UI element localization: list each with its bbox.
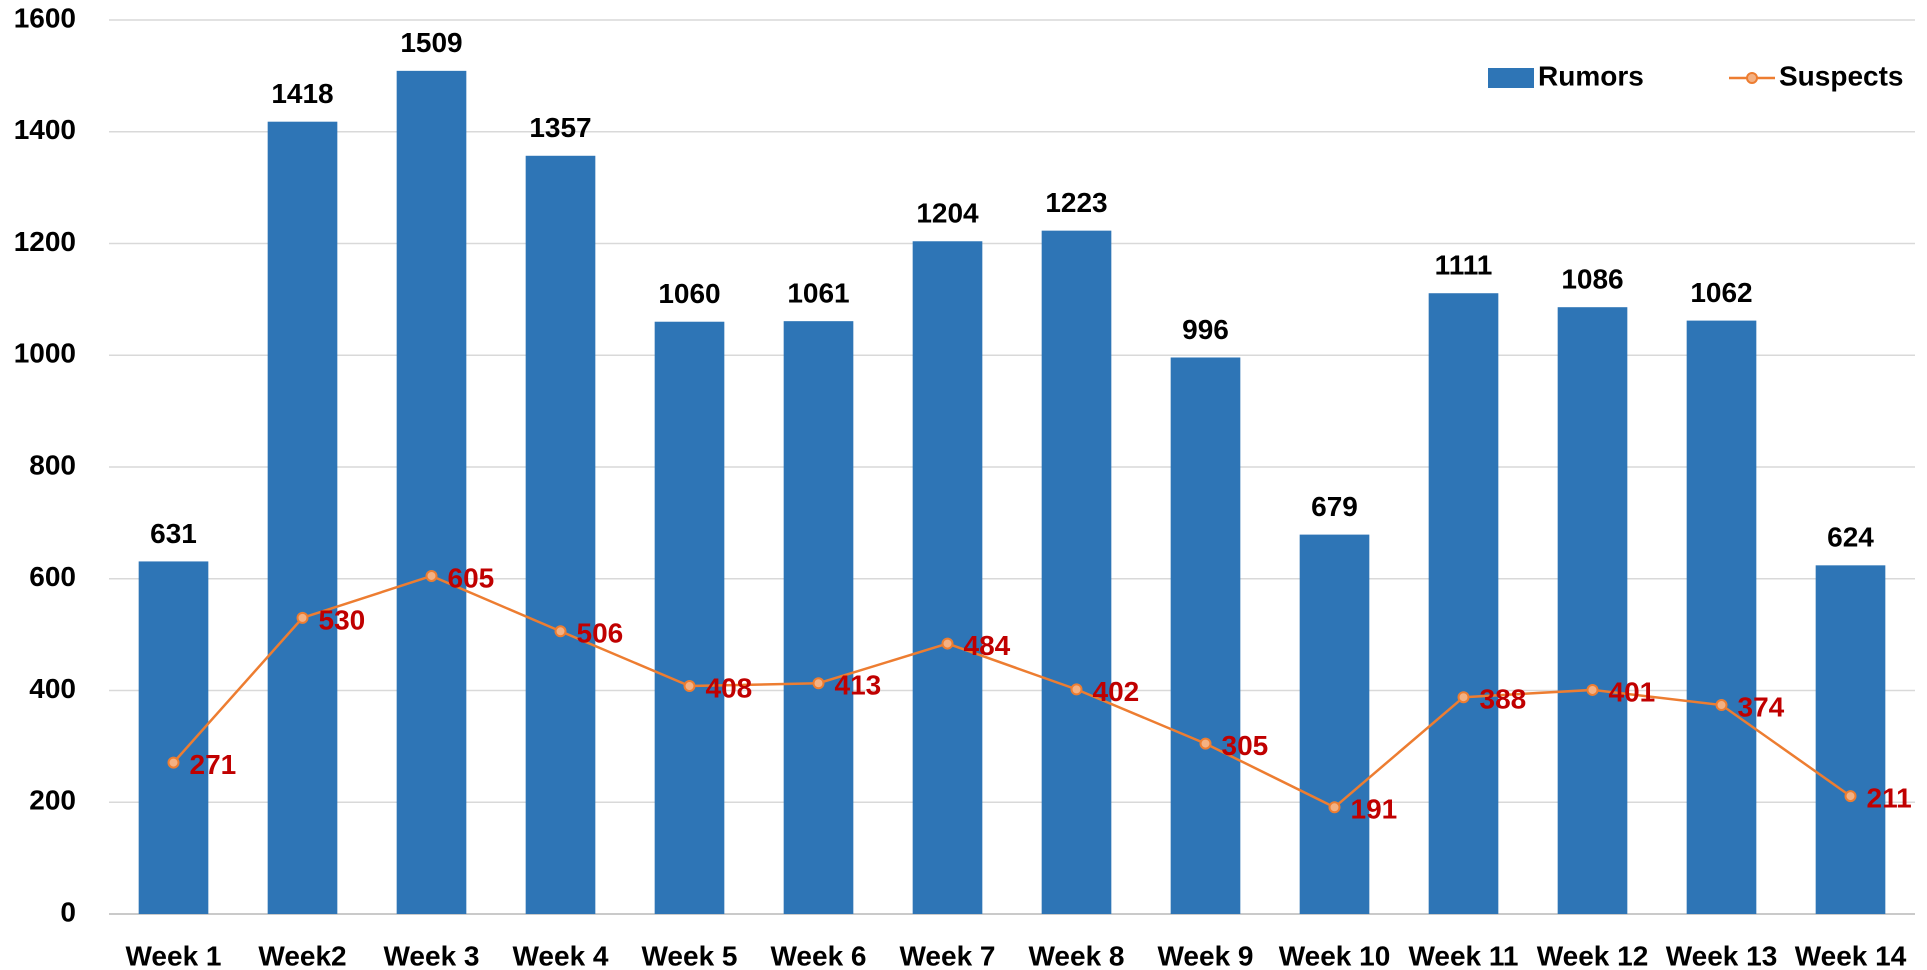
- bar-value-label: 679: [1311, 491, 1358, 522]
- line-value-label: 305: [1222, 730, 1269, 761]
- y-tick-label: 800: [29, 449, 76, 480]
- bar: [1041, 230, 1112, 914]
- y-tick-label: 1200: [14, 226, 76, 257]
- y-tick-label: 1000: [14, 338, 76, 369]
- x-tick-label: Week 4: [513, 940, 609, 970]
- x-tick-label: Week 10: [1279, 940, 1391, 970]
- line-point: [1328, 801, 1341, 814]
- x-tick-label: Week 5: [642, 940, 738, 970]
- x-tick-label: Week 8: [1029, 940, 1125, 970]
- line-point: [683, 680, 696, 693]
- line-point: [296, 611, 309, 624]
- line-point: [1844, 790, 1857, 803]
- bar: [267, 121, 338, 914]
- x-tick-label: Week 9: [1158, 940, 1254, 970]
- line-point: [941, 637, 954, 650]
- bar: [1428, 293, 1499, 914]
- bar-value-label: 1357: [529, 112, 591, 143]
- line-point: [1457, 691, 1470, 704]
- y-tick-label: 600: [29, 561, 76, 592]
- line-value-label: 401: [1609, 676, 1656, 707]
- bar: [1557, 307, 1628, 914]
- legend-swatch: [1488, 68, 1534, 88]
- line-value-label: 413: [835, 670, 882, 701]
- line-point: [1715, 699, 1728, 712]
- x-tick-label: Week2: [258, 940, 346, 970]
- bar-value-label: 1086: [1561, 264, 1623, 295]
- x-tick-label: Week 11: [1408, 940, 1518, 970]
- line-point: [812, 677, 825, 690]
- bar: [1170, 357, 1241, 914]
- x-tick-label: Week 14: [1795, 940, 1907, 970]
- y-tick-label: 1600: [14, 2, 76, 33]
- x-tick-label: Week 1: [126, 940, 222, 970]
- y-tick-label: 200: [29, 785, 76, 816]
- line-value-label: 402: [1093, 676, 1140, 707]
- line-value-label: 191: [1351, 794, 1398, 825]
- bar-value-label: 996: [1182, 314, 1229, 345]
- legend-swatch: [1746, 72, 1758, 84]
- line-point: [1586, 683, 1599, 696]
- bar: [138, 561, 209, 914]
- bar: [783, 321, 854, 914]
- line-value-label: 506: [577, 618, 624, 649]
- bar-value-label: 631: [150, 518, 197, 549]
- line-value-label: 388: [1480, 684, 1527, 715]
- line-point: [1070, 683, 1083, 696]
- bar: [1815, 565, 1886, 914]
- bar-value-label: 1062: [1690, 277, 1752, 308]
- x-tick-label: Week 3: [384, 940, 480, 970]
- bar-value-label: 1509: [400, 27, 462, 58]
- line-value-label: 408: [706, 672, 753, 703]
- bar-value-label: 1418: [271, 78, 333, 109]
- line-value-label: 374: [1738, 691, 1785, 722]
- line-value-label: 530: [319, 604, 366, 635]
- line-value-label: 605: [448, 562, 495, 593]
- x-tick-label: Week 6: [771, 940, 867, 970]
- x-tick-label: Week 13: [1666, 940, 1778, 970]
- bar-value-label: 1061: [787, 278, 849, 309]
- legend-label: Rumors: [1538, 60, 1644, 91]
- y-tick-label: 1400: [14, 114, 76, 145]
- line-value-label: 211: [1867, 782, 1912, 813]
- bar: [912, 241, 983, 914]
- bar: [525, 155, 596, 914]
- bar-value-label: 1223: [1045, 187, 1107, 218]
- line: [172, 574, 1852, 809]
- x-tick-label: Week 12: [1537, 940, 1649, 970]
- y-tick-label: 400: [29, 673, 76, 704]
- legend-label: Suspects: [1779, 60, 1904, 91]
- line-value-label: 271: [190, 749, 237, 780]
- line-point: [425, 569, 438, 582]
- bar: [654, 321, 725, 915]
- line-point: [1199, 737, 1212, 750]
- bar: [1299, 534, 1370, 914]
- x-tick-label: Week 7: [900, 940, 996, 970]
- bar: [396, 70, 467, 914]
- bar-value-label: 1204: [916, 198, 979, 229]
- bar: [1686, 320, 1757, 914]
- bar-value-label: 1111: [1435, 250, 1493, 281]
- line-point: [554, 625, 567, 638]
- bar-value-label: 624: [1827, 522, 1874, 553]
- y-tick-label: 0: [60, 896, 76, 927]
- line-point: [167, 756, 180, 769]
- bar-value-label: 1060: [658, 278, 720, 309]
- line-value-label: 484: [964, 630, 1011, 661]
